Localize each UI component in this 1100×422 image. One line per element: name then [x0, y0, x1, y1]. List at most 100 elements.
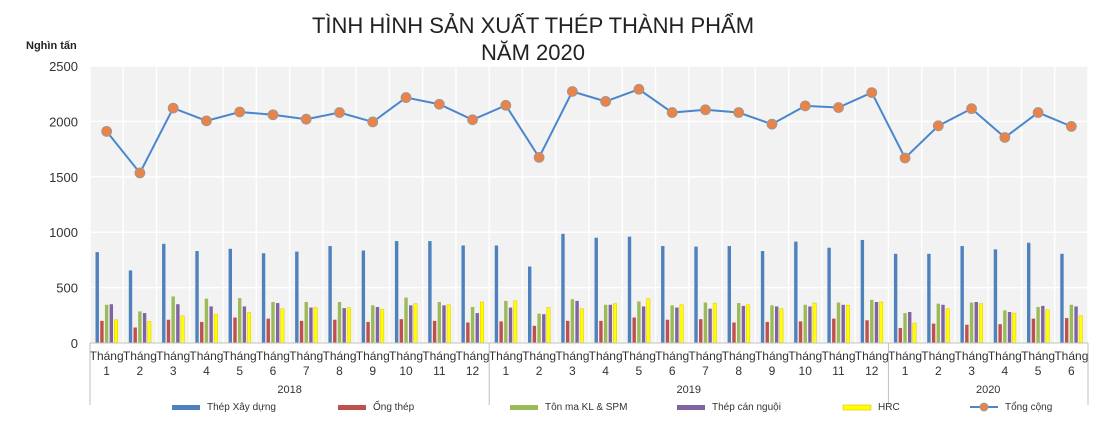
- bar: [461, 245, 465, 343]
- x-tick-month: 2: [536, 364, 543, 378]
- legend-marker: [979, 402, 989, 412]
- total-point: [300, 113, 312, 125]
- bar: [703, 302, 708, 343]
- bar: [845, 305, 850, 344]
- bar: [380, 308, 385, 344]
- bar: [808, 306, 812, 343]
- bar: [627, 236, 632, 343]
- bar: [945, 308, 950, 344]
- bar: [712, 302, 717, 344]
- bar: [404, 297, 408, 343]
- total-point: [334, 107, 345, 118]
- bar: [361, 250, 366, 343]
- legend: Thép Xây dựng Ống thép Tôn ma KL & SPM Thép…: [172, 399, 1052, 413]
- total-point: [700, 104, 711, 116]
- bar: [632, 317, 636, 343]
- legend-swatch: [172, 405, 200, 410]
- bar: [342, 308, 346, 343]
- bar: [927, 253, 931, 343]
- x-tick-prefix: Tháng: [655, 349, 689, 363]
- bar: [494, 245, 499, 343]
- bar: [603, 304, 608, 343]
- bar: [209, 306, 213, 343]
- bar: [893, 253, 898, 343]
- bar: [936, 303, 940, 343]
- bar: [565, 320, 570, 343]
- bar: [142, 313, 147, 343]
- bar: [442, 305, 446, 343]
- bar: [195, 251, 199, 343]
- bar: [765, 321, 769, 343]
- x-tick-month: 6: [669, 364, 676, 378]
- bar: [665, 319, 670, 343]
- bar: [965, 324, 969, 343]
- bar: [737, 303, 741, 343]
- bar: [371, 305, 375, 343]
- bar: [908, 311, 912, 343]
- bar: [399, 319, 404, 343]
- y-unit-label: Nghìn tấn: [26, 40, 77, 52]
- bar: [271, 302, 275, 343]
- x-tick-prefix: Tháng: [456, 349, 490, 363]
- x-tick-month: 7: [303, 364, 310, 378]
- legend-swatch: [842, 404, 872, 411]
- bar: [699, 319, 703, 343]
- bar: [898, 328, 903, 343]
- total-point: [633, 83, 645, 95]
- bar: [413, 303, 418, 344]
- x-tick-prefix: Tháng: [123, 349, 157, 363]
- bar: [1036, 306, 1040, 343]
- x-tick-month: 1: [902, 364, 909, 378]
- year-label: 2018: [277, 384, 301, 396]
- bar: [827, 247, 831, 343]
- total-point: [833, 102, 844, 113]
- bar: [466, 322, 470, 343]
- x-tick-month: 4: [602, 364, 609, 378]
- bar: [579, 308, 584, 344]
- y-axis-ticks: 0 500 1000 1500 2000 2500: [49, 59, 78, 351]
- x-tick-prefix: Tháng: [322, 349, 356, 363]
- x-tick-prefix: Tháng: [156, 349, 190, 363]
- x-tick-month: 12: [865, 364, 879, 378]
- x-tick-prefix: Tháng: [1021, 349, 1055, 363]
- bar: [941, 304, 945, 343]
- bar: [646, 298, 651, 344]
- bar: [537, 313, 541, 343]
- bar: [1060, 253, 1064, 343]
- total-point: [467, 114, 478, 126]
- x-tick-prefix: Tháng: [888, 349, 922, 363]
- bar: [794, 241, 798, 343]
- x-tick-prefix: Tháng: [589, 349, 623, 363]
- bar: [446, 304, 451, 344]
- bar: [1031, 318, 1036, 343]
- bar: [732, 322, 736, 343]
- x-tick-month: 6: [1068, 364, 1075, 378]
- chart-title-line1: TÌNH HÌNH SẢN XUẤT THÉP THÀNH PHẨM: [312, 13, 754, 38]
- bar: [760, 251, 765, 343]
- bar: [480, 301, 484, 344]
- bar: [641, 306, 646, 343]
- bar: [428, 241, 432, 343]
- bar: [242, 306, 247, 343]
- x-tick-month: 10: [399, 364, 413, 378]
- bar: [594, 237, 598, 343]
- bar: [313, 307, 318, 344]
- x-tick-prefix: Tháng: [955, 349, 989, 363]
- x-tick-prefix: Tháng: [90, 349, 124, 363]
- x-tick-month: 9: [769, 364, 776, 378]
- x-tick-month: 3: [170, 364, 177, 378]
- total-point: [500, 99, 512, 111]
- bar: [238, 298, 242, 343]
- x-tick-month: 1: [103, 364, 110, 378]
- total-point: [433, 98, 445, 110]
- y-tick-label: 1500: [49, 170, 78, 185]
- bar: [1012, 312, 1017, 344]
- bar: [798, 321, 803, 343]
- bar: [295, 251, 299, 343]
- bar: [903, 313, 907, 343]
- bar: [974, 302, 978, 343]
- x-tick-month: 11: [832, 364, 845, 378]
- bar: [162, 243, 166, 343]
- total-point: [1065, 120, 1077, 132]
- x-tick-month: 10: [799, 364, 813, 378]
